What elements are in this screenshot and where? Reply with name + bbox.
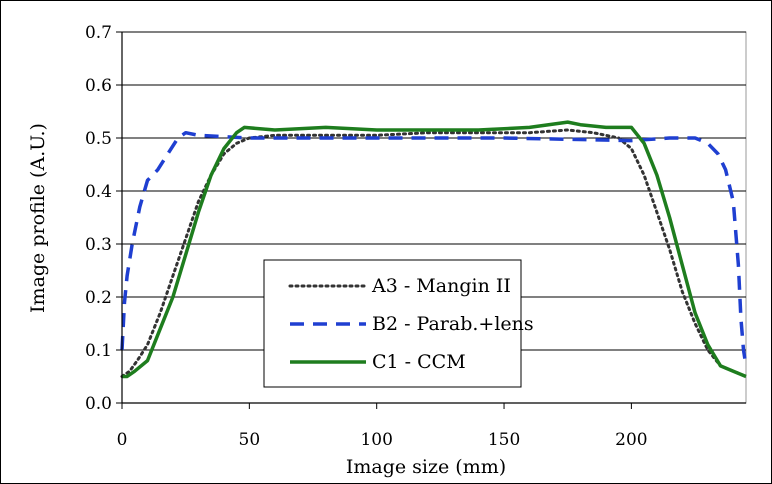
axes: 0.0 0.1 0.2 0.3 0.4 0.5 0.6 0.7 0 50 100 150 200 <box>85 23 746 450</box>
y-tick-label: 0.3 <box>85 235 112 255</box>
series-line-1 <box>120 128 748 378</box>
y-tick-label: 0.0 <box>85 394 112 414</box>
x-tick-label: 100 <box>360 430 392 450</box>
y-axis-title: Image profile (A.U.) <box>27 123 49 313</box>
y-tick-label: 0.4 <box>85 182 112 202</box>
x-tick-label: 50 <box>239 430 261 450</box>
x-tick-label: 0 <box>117 430 128 450</box>
legend-label: C1 - CCM <box>372 351 466 373</box>
series-layer <box>120 120 748 379</box>
y-tick-label: 0.2 <box>85 288 112 308</box>
legend: A3 - Mangin II B2 - Parab.+lens C1 - CCM <box>263 259 534 388</box>
series-line-3 <box>122 120 747 379</box>
y-tick-label: 0.5 <box>85 129 112 149</box>
legend-label: A3 - Mangin II <box>371 275 511 297</box>
y-tick-label: 0.6 <box>85 76 112 96</box>
x-tick-label: 150 <box>488 430 520 450</box>
series-line-2 <box>120 130 748 367</box>
x-axis-title: Image size (mm) <box>346 456 506 478</box>
y-tick-label: 0.1 <box>85 341 112 361</box>
legend-label: B2 - Parab.+lens <box>372 313 534 335</box>
y-tick-label: 0.7 <box>85 23 112 43</box>
x-tick-label: 200 <box>615 430 647 450</box>
legend-box <box>263 259 522 388</box>
